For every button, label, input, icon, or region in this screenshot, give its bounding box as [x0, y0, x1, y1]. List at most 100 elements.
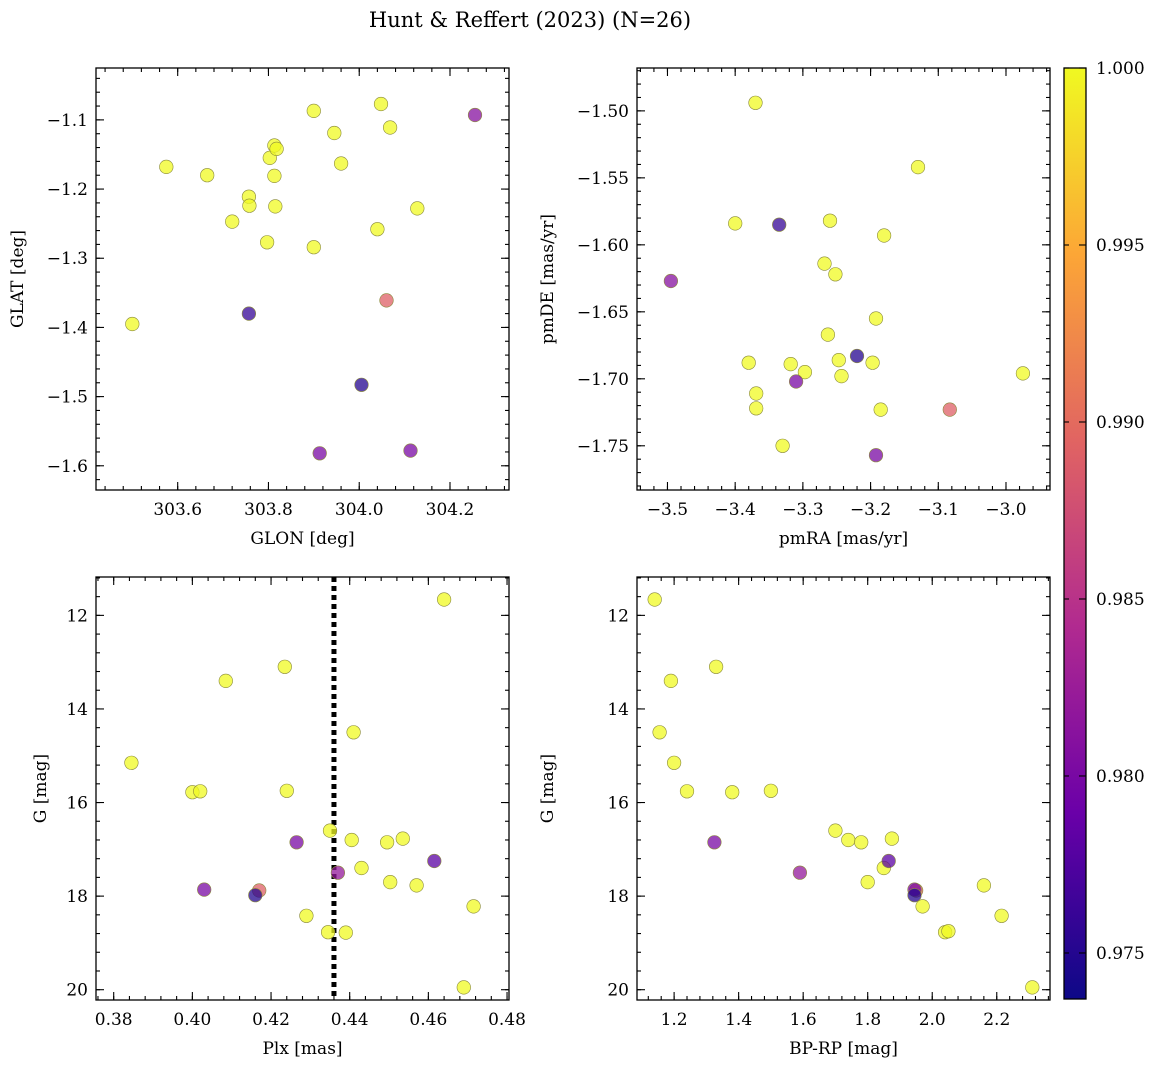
x-tick-label: −3.2	[850, 500, 891, 520]
colorbar-ticks: 0.975 0.980 0.985 0.990 0.995 1.000	[1064, 59, 1145, 964]
scatter-point	[834, 369, 849, 384]
colorbar-tick-label: 1.000	[1096, 59, 1145, 79]
scatter-point	[427, 853, 442, 869]
scatter-point	[865, 355, 880, 370]
x-tick-label: −3.3	[782, 500, 823, 520]
scatter-point	[383, 120, 398, 135]
axes-frame	[95, 67, 510, 491]
scatter-point	[941, 924, 956, 939]
scatter-point	[370, 222, 385, 237]
scatter-point	[663, 273, 679, 289]
scatter-point	[915, 899, 930, 914]
scatter-point	[749, 401, 764, 416]
axes-frame	[636, 67, 1051, 491]
x-axis-label: Plx [mas]	[262, 1039, 342, 1059]
scatter-point	[763, 783, 779, 798]
x-tick-label: 1.8	[854, 1010, 881, 1030]
scatter-point	[868, 311, 884, 326]
x-tick-label: −3.1	[918, 500, 959, 520]
x-axis-label: BP-RP [mag]	[789, 1039, 898, 1059]
scatter-point	[860, 874, 875, 890]
scatter-panel-plx-g: 0.38 0.40 0.42 0.44 0.46 0.48 12 14 16 18 20 Plx [m…	[31, 576, 526, 1059]
y-tick-label: −1.6	[47, 457, 88, 477]
axes-frame	[636, 576, 1051, 1001]
scatter-point	[1025, 980, 1040, 995]
scatter-point	[467, 107, 483, 123]
x-tick-label: 304.2	[426, 500, 475, 520]
scatter-point	[354, 860, 369, 876]
scatter-point	[403, 443, 418, 458]
scatter-point	[159, 159, 174, 174]
scatter-point	[1015, 366, 1031, 381]
y-tick-label: −1.2	[47, 180, 88, 200]
scatter-point	[268, 199, 283, 214]
scatter-point	[817, 256, 832, 271]
scatter-point	[910, 160, 926, 175]
scatter-point	[820, 327, 836, 342]
y-tick-label: −1.55	[577, 169, 629, 189]
scatter-point	[267, 168, 282, 183]
scatter-point	[344, 832, 359, 848]
figure-title: Hunt & Reffert (2023) (N=26)	[369, 8, 691, 32]
scatter-point	[679, 784, 695, 799]
y-tick-label: 14	[66, 700, 88, 720]
x-tick-label: 0.44	[331, 1010, 369, 1030]
scatter-point	[466, 899, 481, 914]
y-tick-label: 12	[607, 606, 629, 626]
y-tick-label: −1.50	[577, 102, 629, 122]
scatter-point	[395, 831, 410, 846]
scatter-point	[873, 402, 888, 417]
scatter-point	[881, 853, 896, 869]
scatter-point	[792, 865, 808, 880]
scatter-point	[354, 377, 369, 392]
y-axis-label: G [mag]	[538, 754, 558, 823]
x-tick-label: 2.2	[983, 1010, 1010, 1030]
scatter-point	[200, 168, 215, 183]
scatter-point	[312, 446, 327, 461]
scatter-point	[976, 878, 992, 893]
scatter-point	[306, 103, 321, 118]
x-tick-label: −3.0	[985, 500, 1026, 520]
scatter-point	[260, 235, 275, 250]
y-tick-label: −1.65	[577, 303, 629, 323]
y-tick-label: −1.75	[577, 437, 629, 457]
scatter-point	[327, 125, 342, 141]
scatter-point	[994, 908, 1009, 923]
scatter-panel-glon-glat: 303.6 303.8 304.0 304.2 −1.6 −1.5 −1.4 −1.3 −1.2…	[8, 67, 510, 549]
scatter-point	[242, 198, 257, 213]
x-tick-label: 0.48	[488, 1010, 526, 1030]
x-tick-label: 304.0	[335, 500, 384, 520]
scatter-point	[306, 240, 321, 255]
scatter-point	[330, 865, 346, 880]
scatter-point	[828, 267, 843, 282]
y-tick-label: 16	[607, 794, 629, 814]
scatter-point	[383, 874, 398, 890]
y-tick-label: −1.1	[47, 111, 88, 131]
scatter-point	[437, 592, 452, 607]
y-tick-label: 18	[607, 887, 629, 907]
x-tick-label: 1.2	[661, 1010, 688, 1030]
x-axis-label: pmRA [mas/yr]	[779, 529, 908, 549]
scatter-point	[652, 725, 667, 740]
y-tick-label: 18	[66, 887, 88, 907]
scatter-point	[707, 835, 722, 850]
scatter-point	[772, 217, 787, 232]
scatter-point	[373, 96, 389, 112]
scatter-point	[708, 659, 724, 674]
colorbar-tick-label: 0.990	[1096, 413, 1145, 433]
scatter-point	[788, 374, 804, 389]
scatter-point	[884, 831, 900, 846]
axes-frame	[95, 576, 510, 1001]
y-tick-label: 16	[66, 794, 88, 814]
scatter-point	[942, 402, 957, 417]
scatter-point	[797, 365, 813, 380]
x-tick-label: 303.6	[153, 500, 202, 520]
scatter-point	[854, 835, 869, 850]
scatter-point	[841, 832, 856, 848]
scatter-point	[666, 755, 682, 770]
x-tick-label: 0.40	[173, 1010, 211, 1030]
y-tick-label: 20	[607, 981, 629, 1001]
y-axis-label: pmDE [mas/yr]	[538, 214, 558, 344]
scatter-panel-pmra-pmde: −3.5 −3.4 −3.3 −3.2 −3.1 −3.0 −1.75 −1.70 −1.65 −…	[538, 67, 1051, 549]
